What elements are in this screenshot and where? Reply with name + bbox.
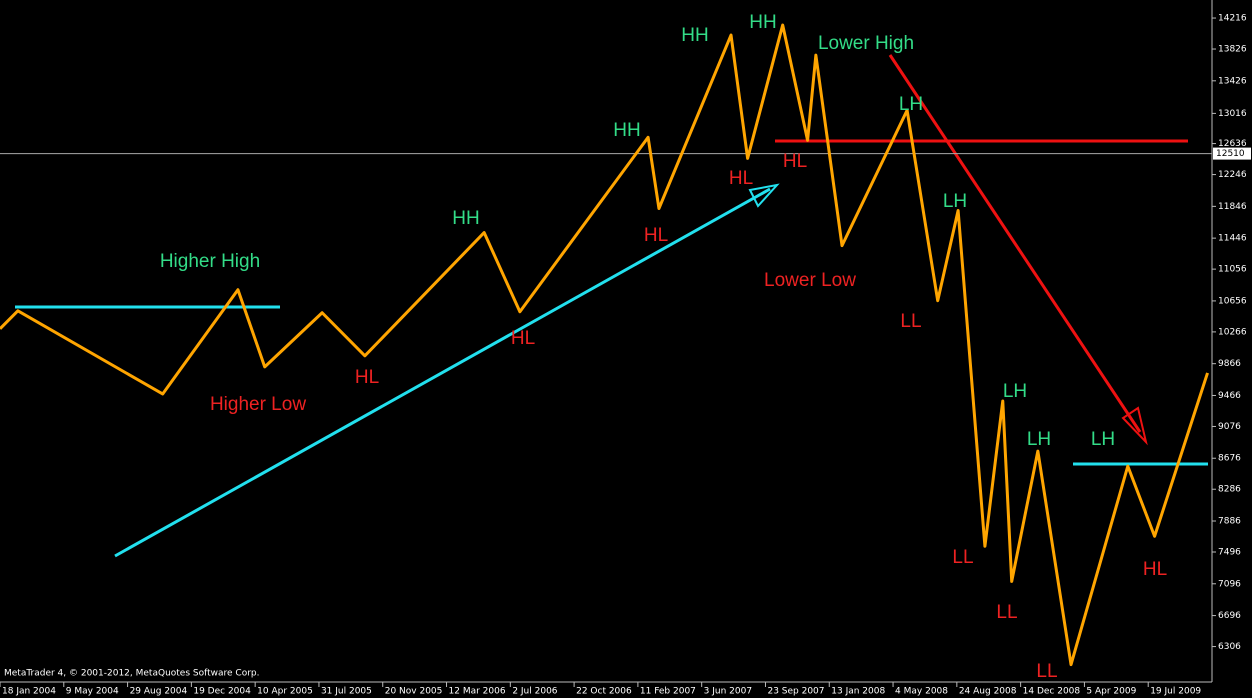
annotation: HL (644, 225, 668, 246)
annotation: LH (943, 191, 967, 212)
y-tick-label: 6696 (1218, 611, 1241, 621)
annotation: Higher High (160, 251, 260, 272)
price-label: 12510 (1216, 149, 1245, 159)
x-tick-label: 22 Oct 2006 (576, 687, 632, 697)
annotation: HL (355, 367, 379, 388)
y-tick-label: 6306 (1218, 642, 1241, 652)
x-tick-label: 29 Aug 2004 (130, 687, 188, 697)
annotation: Lower High (818, 33, 914, 54)
annotation: LL (900, 311, 921, 332)
x-tick-label: 23 Sep 2007 (767, 687, 824, 697)
y-tick-label: 13426 (1218, 76, 1247, 86)
annotation: HH (749, 12, 776, 33)
annotation: HL (511, 328, 535, 349)
y-tick-label: 10266 (1218, 327, 1247, 337)
y-tick-label: 12636 (1218, 139, 1247, 149)
annotation: LH (1091, 429, 1115, 450)
annotation: HL (729, 168, 753, 189)
annotation: HL (1143, 559, 1167, 580)
x-tick-label: 10 Apr 2005 (257, 687, 313, 697)
annotation: HH (613, 120, 640, 141)
y-tick-label: 13826 (1218, 45, 1247, 55)
y-tick-label: 7096 (1218, 579, 1241, 589)
y-tick-label: 9466 (1218, 391, 1241, 401)
y-tick-label: 7496 (1218, 548, 1241, 558)
annotation: HH (681, 25, 708, 46)
x-tick-label: 3 Jun 2007 (704, 687, 752, 697)
y-tick-label: 12246 (1218, 170, 1247, 180)
y-tick-label: 9866 (1218, 359, 1241, 369)
x-tick-label: 2 Jul 2006 (512, 687, 557, 697)
x-tick-label: 9 May 2004 (66, 687, 119, 697)
annotation: Lower Low (764, 270, 856, 291)
y-tick-label: 10656 (1218, 296, 1247, 306)
x-tick-label: 19 Dec 2004 (193, 687, 251, 697)
annotation: LL (952, 547, 973, 568)
y-tick-label: 8676 (1218, 454, 1241, 464)
trend-arrow (114, 187, 771, 558)
x-tick-label: 14 Dec 2008 (1023, 687, 1081, 697)
x-tick-label: 13 Jan 2008 (831, 687, 885, 697)
annotation: LH (899, 94, 923, 115)
y-tick-label: 8286 (1218, 485, 1241, 495)
arrow-head (1121, 406, 1148, 446)
x-tick-label: 31 Jul 2005 (321, 687, 372, 697)
x-tick-label: 18 Jan 2004 (2, 687, 56, 697)
y-tick-label: 11056 (1218, 265, 1247, 275)
annotation: LH (1027, 429, 1051, 450)
annotation: LH (1003, 381, 1027, 402)
y-tick-label: 11446 (1218, 234, 1247, 244)
x-tick-label: 19 Jul 2009 (1150, 687, 1201, 697)
annotation: LL (1036, 661, 1057, 682)
y-tick-label: 11846 (1218, 202, 1247, 212)
annotation: HL (783, 151, 807, 172)
y-tick-label: 14216 (1218, 14, 1247, 24)
arrow-head (748, 183, 780, 208)
x-tick-label: 5 Apr 2009 (1086, 687, 1136, 697)
annotation: Higher Low (210, 394, 306, 415)
trend-arrow (888, 54, 1142, 433)
x-tick-label: 4 May 2008 (895, 687, 948, 697)
footer: MetaTrader 4, © 2001-2012, MetaQuotes So… (4, 669, 260, 679)
annotation: LL (996, 602, 1017, 623)
x-tick-label: 11 Feb 2007 (640, 687, 696, 697)
y-tick-label: 9076 (1218, 422, 1241, 432)
x-tick-label: 20 Nov 2005 (385, 687, 443, 697)
y-tick-label: 13016 (1218, 109, 1247, 119)
price-label-box (1213, 147, 1251, 160)
y-tick-label: 7886 (1218, 517, 1241, 527)
annotation: HH (452, 208, 479, 229)
zigzag-line (0, 23, 1209, 667)
x-tick-label: 12 Mar 2006 (449, 687, 506, 697)
x-tick-label: 24 Aug 2008 (959, 687, 1017, 697)
